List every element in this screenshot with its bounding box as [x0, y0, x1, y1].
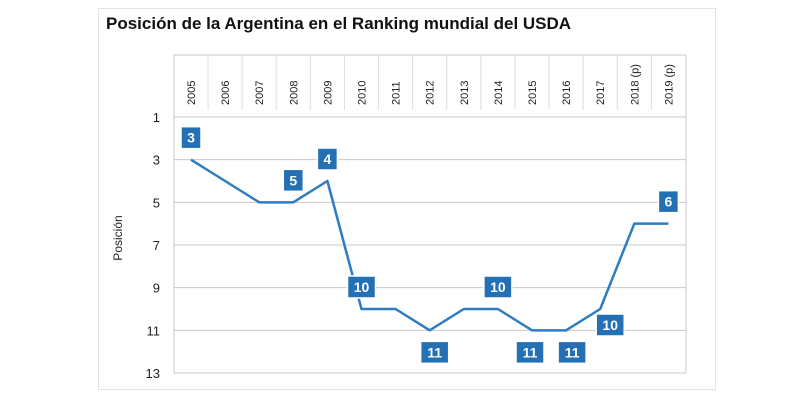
y-tick-label: 3: [153, 153, 160, 168]
data-label: 6: [665, 194, 673, 210]
x-tick-label: 2013: [459, 81, 471, 105]
data-label: 11: [565, 344, 580, 360]
data-label-box: [419, 340, 450, 365]
y-axis-label: Posición: [111, 215, 125, 260]
y-tick-label: 11: [147, 323, 161, 338]
data-label-box: [316, 147, 339, 171]
x-tick-label: 2014: [493, 81, 505, 105]
x-tick-label: 2010: [357, 81, 369, 105]
chart-title: Posición de la Argentina en el Ranking m…: [106, 14, 572, 33]
x-tick-label: 2009: [322, 81, 334, 105]
y-tick-label: 7: [153, 238, 160, 253]
data-label: 4: [324, 151, 332, 167]
data-label: 11: [523, 344, 538, 360]
x-tick-label: 2019 (p): [663, 64, 675, 105]
data-label-box: [282, 168, 305, 193]
x-tick-label: 2005: [186, 81, 198, 105]
data-label-box: [557, 340, 587, 365]
series-line: [190, 158, 669, 332]
data-label-box: [346, 275, 377, 299]
x-tick-label: 2016: [561, 81, 573, 105]
data-label: 5: [289, 172, 297, 188]
x-tick-label: 2015: [527, 81, 539, 105]
data-label: 11: [427, 344, 442, 360]
data-label-box: [180, 125, 202, 150]
y-tick-label: 5: [153, 195, 160, 210]
data-label-box: [483, 275, 513, 299]
y-tick-label: 13: [146, 366, 160, 381]
data-label: 10: [602, 317, 618, 333]
data-label-box: [657, 189, 680, 214]
y-tick-label: 9: [153, 281, 160, 296]
x-tick-label: 2018 (p): [629, 64, 641, 105]
y-tick-label: 1: [153, 110, 160, 125]
data-label: 3: [187, 130, 195, 146]
x-tick-label: 2012: [425, 81, 437, 105]
data-label-box: [595, 313, 625, 337]
x-tick-label: 2017: [595, 81, 607, 105]
x-tick-label: 2006: [220, 81, 232, 105]
x-tick-label: 2011: [391, 81, 403, 105]
data-label: 10: [354, 279, 370, 295]
data-label-box: [515, 340, 545, 365]
data-label: 10: [490, 279, 506, 295]
x-tick-label: 2008: [288, 81, 300, 105]
x-tick-label: 2007: [254, 81, 266, 105]
